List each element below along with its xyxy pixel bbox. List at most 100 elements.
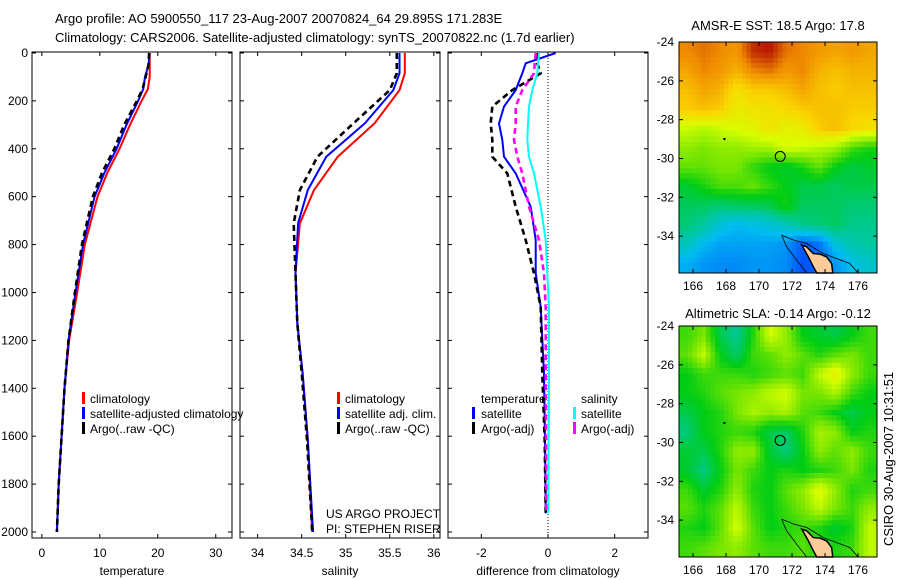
heatmap-cell	[737, 73, 743, 80]
heatmap-cell	[850, 78, 855, 85]
heatmap-cell	[778, 257, 783, 263]
heatmap-cell	[697, 220, 702, 227]
heatmap-cell	[755, 141, 761, 148]
sla-map-title: Altimetric SLA: -0.14 Argo: -0.12	[685, 306, 871, 321]
heatmap-cell	[814, 220, 819, 227]
heatmap-cell	[841, 189, 846, 195]
heatmap-cell	[701, 378, 707, 385]
heatmap-cell	[818, 494, 824, 500]
heatmap-cell	[751, 436, 756, 442]
heatmap-cell	[809, 110, 815, 116]
heatmap-cell	[845, 262, 851, 269]
heatmap-cell	[683, 52, 689, 59]
heatmap-cell	[742, 236, 747, 242]
heatmap-cell	[742, 47, 747, 53]
heatmap-cell	[850, 457, 855, 463]
heatmap-cell	[868, 467, 873, 474]
heatmap-cell	[688, 199, 693, 206]
heatmap-cell	[710, 525, 716, 532]
heatmap-cell	[697, 357, 702, 364]
heatmap-cell	[773, 57, 779, 64]
heatmap-cell	[859, 473, 864, 479]
heatmap-cell	[688, 173, 693, 179]
heatmap-cell	[773, 220, 779, 227]
heatmap-cell	[787, 126, 792, 132]
heatmap-cell	[728, 499, 734, 505]
heatmap-cell	[688, 389, 693, 395]
heatmap-cell	[683, 252, 689, 258]
heatmap-cell	[845, 252, 851, 258]
heatmap-cell	[719, 457, 725, 463]
heatmap-cell	[841, 246, 846, 253]
heatmap-cell	[737, 425, 743, 432]
heatmap-cell	[863, 373, 869, 379]
heatmap-cell	[760, 225, 765, 232]
heatmap-cell	[769, 546, 774, 553]
heatmap-cell	[701, 478, 707, 484]
heatmap-cell	[823, 341, 828, 348]
heatmap-cell	[742, 84, 747, 90]
heatmap-cell	[805, 399, 810, 406]
y-tick-label: -26	[657, 358, 675, 372]
heatmap-cell	[868, 73, 873, 80]
heatmap-cell	[791, 141, 797, 148]
heatmap-cell	[854, 515, 860, 521]
heatmap-cell	[760, 78, 765, 85]
heatmap-cell	[742, 457, 747, 463]
heatmap-cell	[701, 267, 707, 274]
heatmap-cell	[872, 152, 878, 158]
heatmap-cell	[854, 220, 860, 227]
heatmap-cell	[760, 389, 765, 395]
heatmap-cell	[697, 152, 702, 158]
heatmap-cell	[719, 262, 725, 269]
heatmap-cell	[751, 462, 756, 469]
heatmap-cell	[710, 94, 716, 101]
heatmap-cell	[692, 441, 698, 448]
heatmap-cell	[841, 420, 846, 427]
heatmap-cell	[859, 389, 864, 395]
heatmap-cell	[868, 241, 873, 248]
heatmap-cell	[805, 504, 810, 511]
heatmap-cell	[787, 110, 792, 116]
heatmap-cell	[859, 120, 864, 127]
heatmap-cell	[746, 473, 752, 479]
heatmap-cell	[850, 499, 855, 505]
heatmap-cell	[746, 168, 752, 174]
heatmap-cell	[683, 457, 689, 463]
heatmap-cell	[854, 231, 860, 237]
heatmap-cell	[679, 452, 684, 458]
heatmap-cell	[764, 536, 770, 542]
heatmap-cell	[683, 415, 689, 421]
heatmap-cell	[719, 84, 725, 90]
heatmap-cell	[800, 115, 806, 122]
heatmap-cell	[683, 110, 689, 116]
heatmap-cell	[778, 436, 783, 442]
heatmap-cell	[715, 368, 720, 374]
heatmap-cell	[706, 94, 711, 101]
x-tick-label: 20	[151, 546, 165, 560]
heatmap-cell	[791, 241, 797, 248]
heatmap-cell	[769, 267, 774, 274]
heatmap-cell	[751, 94, 756, 101]
heatmap-cell	[800, 162, 806, 169]
heatmap-cell	[710, 399, 716, 406]
heatmap-cell	[827, 536, 833, 542]
heatmap-cell	[863, 452, 869, 458]
heatmap-cell	[742, 78, 747, 85]
heatmap-cell	[814, 341, 819, 348]
heatmap-cell	[710, 241, 716, 248]
heatmap-cell	[832, 389, 837, 395]
heatmap-cell	[692, 189, 698, 195]
heatmap-cell	[764, 546, 770, 553]
heatmap-cell	[868, 425, 873, 432]
heatmap-cell	[715, 157, 720, 164]
heatmap-cell	[683, 530, 689, 537]
heatmap-cell	[818, 425, 824, 432]
heatmap-cell	[805, 215, 810, 221]
heatmap-cell	[868, 162, 873, 169]
heatmap-cell	[710, 42, 716, 48]
heatmap-cell	[832, 99, 837, 106]
heatmap-cell	[697, 57, 702, 64]
y-tick-label: 1000	[1, 285, 28, 299]
heatmap-cell	[809, 68, 815, 74]
